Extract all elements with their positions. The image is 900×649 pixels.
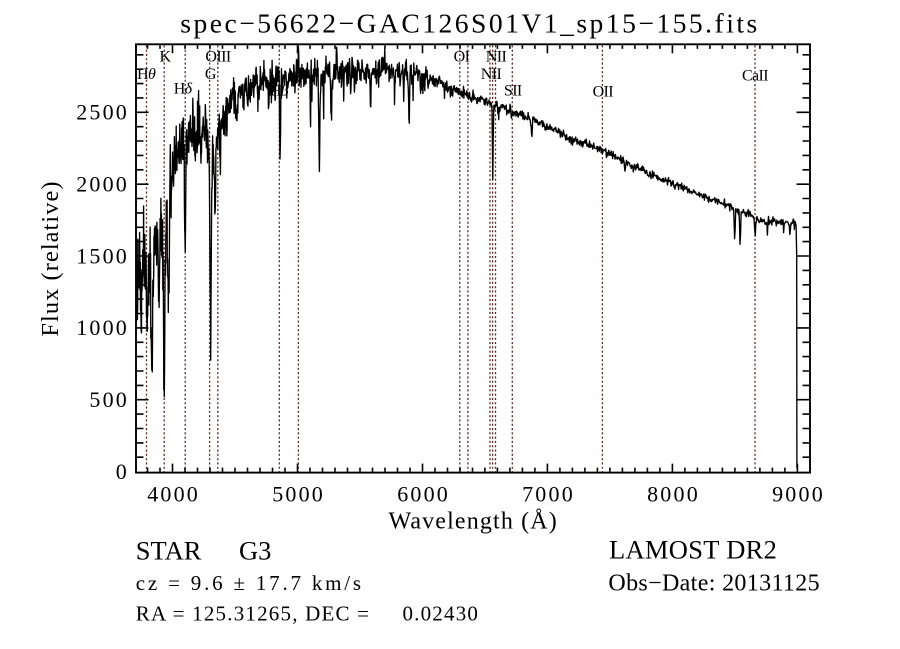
svg-text:K: K <box>160 49 172 66</box>
svg-text:6000: 6000 <box>397 482 450 507</box>
svg-text:RA = 125.31265, DEC = 0.02: RA = 125.31265, DEC = 0.02430 <box>136 602 479 626</box>
svg-text:OIII: OIII <box>205 49 230 66</box>
svg-text:spec−56622−GAC126S01V1_sp15−15: spec−56622−GAC126S01V1_sp15−155.fits <box>180 8 759 39</box>
svg-text:NII: NII <box>481 66 502 83</box>
svg-text:OII: OII <box>593 83 614 100</box>
svg-text:Wavelength (Å): Wavelength (Å) <box>388 509 557 535</box>
svg-text:1000: 1000 <box>76 315 129 340</box>
svg-text:Obs−Date: 20131125: Obs−Date: 20131125 <box>608 570 820 596</box>
svg-text:Hβ: Hβ <box>270 82 289 99</box>
svg-text:CaII: CaII <box>742 68 768 85</box>
svg-text:cz = 9.6 ± 17.7 km/s: cz = 9.6 ± 17.7 km/s <box>136 571 364 595</box>
svg-text:7000: 7000 <box>522 482 575 507</box>
svg-text:Hδ: Hδ <box>174 81 193 98</box>
svg-text:SII: SII <box>504 82 522 99</box>
svg-text:500: 500 <box>89 387 129 412</box>
svg-text:G3: G3 <box>239 536 271 566</box>
svg-text:Hθ: Hθ <box>137 66 156 83</box>
svg-text:1500: 1500 <box>76 243 129 268</box>
svg-text:Flux (relative): Flux (relative) <box>37 180 64 336</box>
svg-text:5000: 5000 <box>272 482 325 507</box>
svg-text:9000: 9000 <box>772 482 825 507</box>
svg-text:2500: 2500 <box>76 100 129 125</box>
svg-text:G: G <box>205 66 217 83</box>
svg-text:STAR: STAR <box>136 536 202 566</box>
svg-text:2000: 2000 <box>76 172 129 197</box>
svg-text:0: 0 <box>116 459 129 484</box>
svg-text:OI: OI <box>454 49 470 66</box>
svg-text:8000: 8000 <box>647 482 700 507</box>
svg-text:LAMOST DR2: LAMOST DR2 <box>609 534 777 564</box>
svg-text:NII: NII <box>486 49 507 66</box>
svg-text:4000: 4000 <box>147 482 200 507</box>
